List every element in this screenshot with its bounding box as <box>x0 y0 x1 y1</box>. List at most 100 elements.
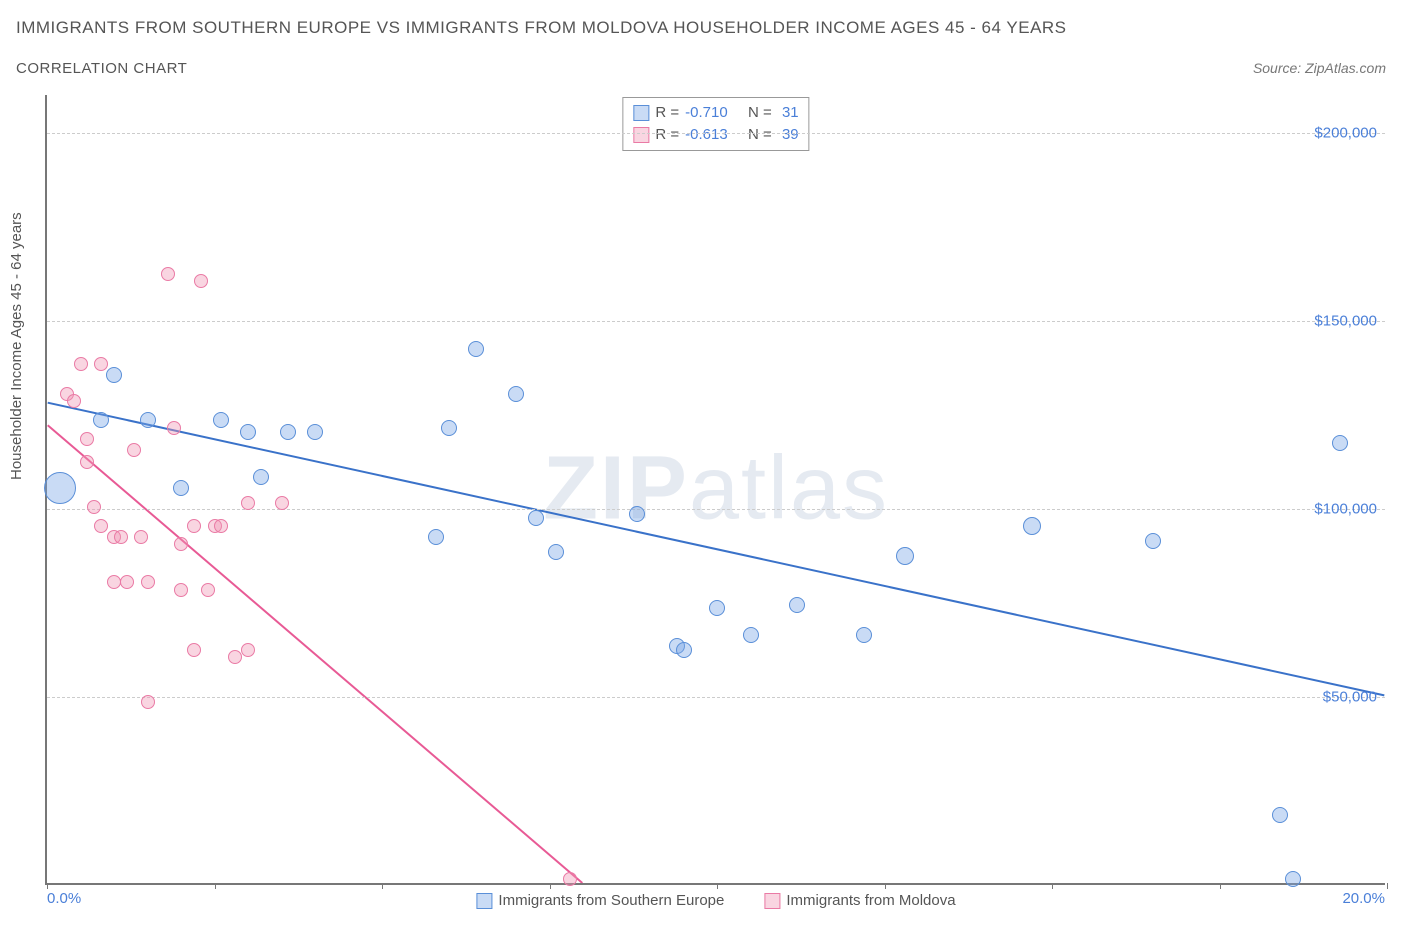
blue-point <box>709 600 725 616</box>
blue-point <box>240 424 256 440</box>
blue-point <box>789 597 805 613</box>
pink-point <box>87 500 101 514</box>
blue-point <box>1023 517 1041 535</box>
blue-point <box>528 510 544 526</box>
pink-point <box>141 695 155 709</box>
stats-row-pink: R = -0.613 N = 39 <box>633 124 798 146</box>
legend-bottom: Immigrants from Southern Europe Immigran… <box>476 892 955 909</box>
pink-point <box>127 443 141 457</box>
y-tick-label: $200,000 <box>1314 124 1377 141</box>
blue-point <box>1145 533 1161 549</box>
pink-point <box>167 421 181 435</box>
x-tick <box>885 883 886 889</box>
watermark-rest: atlas <box>689 439 889 539</box>
stats-n-label: N = <box>748 102 772 124</box>
gridline <box>47 697 1385 698</box>
y-tick-label: $150,000 <box>1314 312 1377 329</box>
stats-r-label: R = <box>655 102 679 124</box>
blue-point <box>253 469 269 485</box>
legend-label-pink: Immigrants from Moldova <box>786 892 955 909</box>
blue-point <box>508 386 524 402</box>
blue-point <box>173 480 189 496</box>
pink-point <box>120 575 134 589</box>
stats-r-label: R = <box>655 124 679 146</box>
pink-point <box>107 575 121 589</box>
blue-point <box>307 424 323 440</box>
legend-swatch-pink <box>764 893 780 909</box>
gridline <box>47 321 1385 322</box>
swatch-pink <box>633 127 649 143</box>
pink-point <box>228 650 242 664</box>
pink-point <box>94 519 108 533</box>
pink-point <box>74 357 88 371</box>
pink-point <box>94 357 108 371</box>
x-tick <box>382 883 383 889</box>
stats-n-label: N = <box>748 124 772 146</box>
blue-point <box>1332 435 1348 451</box>
watermark: ZIPatlas <box>543 438 889 541</box>
x-tick <box>717 883 718 889</box>
blue-point <box>140 412 156 428</box>
chart-subtitle: CORRELATION CHART <box>16 60 187 77</box>
blue-point <box>856 627 872 643</box>
x-tick <box>550 883 551 889</box>
stats-r-blue: -0.710 <box>685 102 728 124</box>
blue-point <box>213 412 229 428</box>
pink-point <box>187 643 201 657</box>
stats-legend-box: R = -0.710 N = 31 R = -0.613 N = 39 <box>622 97 809 151</box>
legend-item-blue: Immigrants from Southern Europe <box>476 892 724 909</box>
blue-point <box>1272 807 1288 823</box>
y-tick-label: $100,000 <box>1314 500 1377 517</box>
blue-point <box>106 367 122 383</box>
blue-point <box>44 472 76 504</box>
blue-point <box>468 341 484 357</box>
y-axis-label: Householder Income Ages 45 - 64 years <box>8 212 25 480</box>
pink-point <box>194 274 208 288</box>
blue-point <box>743 627 759 643</box>
pink-point <box>80 455 94 469</box>
pink-point <box>241 643 255 657</box>
x-tick <box>1052 883 1053 889</box>
pink-point <box>80 432 94 446</box>
x-axis-max-label: 20.0% <box>1342 890 1385 907</box>
gridline <box>47 133 1385 134</box>
blue-point <box>629 506 645 522</box>
x-tick <box>47 883 48 889</box>
pink-point <box>201 583 215 597</box>
pink-point <box>214 519 228 533</box>
legend-swatch-blue <box>476 893 492 909</box>
y-tick-label: $50,000 <box>1323 688 1377 705</box>
blue-point <box>280 424 296 440</box>
x-tick <box>1387 883 1388 889</box>
stats-row-blue: R = -0.710 N = 31 <box>633 102 798 124</box>
swatch-blue <box>633 105 649 121</box>
x-tick <box>215 883 216 889</box>
blue-point <box>93 412 109 428</box>
pink-point <box>241 496 255 510</box>
pink-point <box>67 394 81 408</box>
chart-title: IMMIGRANTS FROM SOUTHERN EUROPE VS IMMIG… <box>16 18 1067 38</box>
trend-lines <box>47 95 1385 883</box>
x-axis-min-label: 0.0% <box>47 890 81 907</box>
blue-point <box>676 642 692 658</box>
chart-plot-area: ZIPatlas R = -0.710 N = 31 R = -0.613 N … <box>45 95 1385 885</box>
source-credit: Source: ZipAtlas.com <box>1253 60 1386 76</box>
blue-point <box>441 420 457 436</box>
pink-point <box>174 583 188 597</box>
blue-point <box>548 544 564 560</box>
pink-point <box>141 575 155 589</box>
pink-point <box>174 537 188 551</box>
pink-point <box>134 530 148 544</box>
stats-n-blue: 31 <box>778 102 799 124</box>
stats-r-pink: -0.613 <box>685 124 728 146</box>
legend-item-pink: Immigrants from Moldova <box>764 892 955 909</box>
blue-point <box>428 529 444 545</box>
stats-n-pink: 39 <box>778 124 799 146</box>
pink-point <box>114 530 128 544</box>
pink-point <box>161 267 175 281</box>
pink-point <box>187 519 201 533</box>
blue-point <box>1285 871 1301 887</box>
x-tick <box>1220 883 1221 889</box>
watermark-bold: ZIP <box>543 439 689 539</box>
blue-point <box>896 547 914 565</box>
